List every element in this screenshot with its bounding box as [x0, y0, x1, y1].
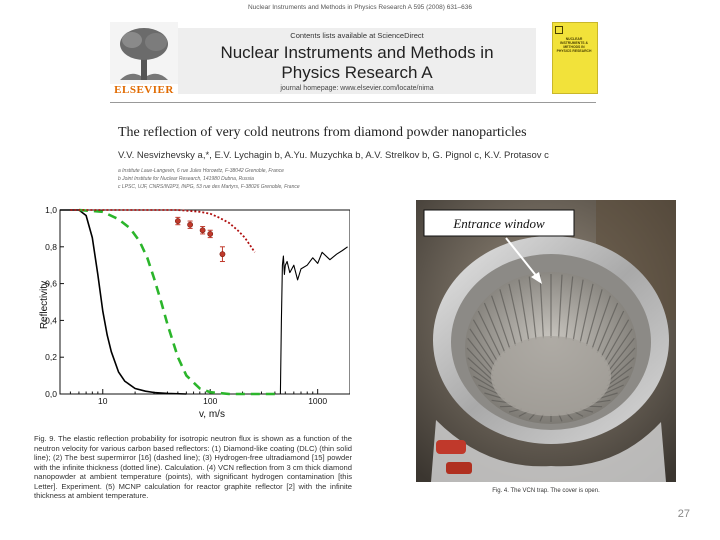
cover-title: NUCLEAR INSTRUMENTS & METHODS IN PHYSICS… — [556, 37, 592, 53]
affiliation-b: b Joint Institute for Nuclear Research, … — [118, 176, 254, 182]
series-line-2 — [78, 208, 281, 396]
y-tick-label: 0,0 — [45, 389, 57, 399]
x-tick-label: 100 — [203, 396, 217, 406]
wall-rib — [585, 289, 603, 347]
journal-title-line1: Nuclear Instruments and Methods in — [220, 43, 494, 62]
wall-rib — [600, 310, 625, 358]
y-tick-label: 0,6 — [45, 279, 57, 289]
wall-rib — [466, 347, 494, 377]
wall-rib — [604, 319, 630, 362]
wall-rib — [539, 274, 544, 339]
data-point — [199, 227, 206, 234]
paper-title: The reflection of very cold neutrons fro… — [118, 125, 527, 140]
wall-rib — [467, 337, 494, 372]
data-point — [207, 231, 214, 237]
wall-rib — [558, 274, 563, 339]
vcn-trap-photo: Entrance window — [416, 200, 676, 482]
data-point — [174, 218, 181, 224]
journal-citation-line: Nuclear Instruments and Methods in Physi… — [247, 4, 473, 11]
chart-plot-layer: 0,0 0,2 0,4 0,6 0,8 1,0 10 100 1000 — [45, 205, 350, 406]
wall-rib — [608, 337, 635, 372]
wall-rib — [477, 310, 502, 358]
plot-frame — [59, 209, 350, 395]
wall-rib — [528, 276, 537, 340]
wall-rib — [499, 289, 517, 347]
y-tick-label: 1,0 — [45, 205, 57, 215]
series-line-1 — [60, 209, 187, 395]
cover-logo-mark — [555, 26, 563, 34]
journal-title: Nuclear Instruments and Methods in Physi… — [178, 43, 536, 83]
wall-rib — [604, 375, 629, 392]
wall-rib — [608, 347, 636, 377]
wall-rib — [579, 283, 594, 344]
journal-title-line2: Physics Research A — [281, 63, 433, 82]
slide-number: 27 — [677, 508, 690, 520]
y-tick-label: 0,8 — [45, 242, 57, 252]
series-line-4 — [279, 246, 348, 395]
reflectivity-chart: Reflectivity v, m/s 0,0 0,2 0,4 0,6 0,8 1,0 10… — [39, 205, 350, 420]
wall-rib — [483, 302, 506, 354]
wall-rib — [473, 375, 498, 392]
x-tick-label: 10 — [98, 396, 108, 406]
journal-cover-thumbnail — [552, 22, 598, 94]
journal-header-box — [178, 28, 536, 94]
data-point — [219, 251, 226, 258]
x-axis-label: v, m/s — [199, 409, 225, 420]
wall-rib — [491, 295, 511, 350]
affiliation-c: c LPSC, UJF, CNRS/IN2P3, INPG, 53 rue de… — [118, 184, 300, 190]
wall-rib — [518, 279, 530, 341]
paper-authors: V.V. Nesvizhevsky a,*, E.V. Lychagin b, … — [118, 150, 549, 161]
wall-rib — [591, 295, 611, 350]
wall-rib — [608, 357, 635, 382]
y-tick-label: 0,2 — [45, 352, 57, 362]
wall-rib — [469, 366, 496, 387]
figure-caption: Fig. 9. The elastic reflection probabili… — [34, 434, 352, 500]
wall-rib — [565, 276, 574, 340]
wall-rib — [606, 328, 633, 367]
header-divider — [110, 102, 596, 103]
wall-rib — [469, 328, 496, 367]
series-line-3 — [70, 209, 256, 253]
elsevier-tree-logo — [110, 22, 178, 84]
contents-available-line: Contents lists available at ScienceDirec… — [290, 31, 424, 40]
photo-caption: Fig. 4. The VCN trap. The cover is open. — [492, 488, 600, 494]
entrance-window-label: Entrance window — [452, 216, 545, 231]
journal-homepage-line: journal homepage: www.elsevier.com/locat… — [280, 85, 434, 92]
wall-rib — [572, 279, 584, 341]
wall-rib — [472, 319, 498, 362]
data-point — [187, 221, 194, 228]
wall-rib — [508, 283, 523, 344]
wall-rib — [467, 357, 494, 382]
y-axis-label: Reflectivity — [39, 281, 50, 329]
affiliation-a: a Institute Laue-Langevin, 6 rue Jules H… — [118, 168, 284, 174]
wall-rib — [606, 366, 633, 387]
publisher-wordmark: ELSEVIER — [114, 84, 174, 96]
y-tick-label: 0,4 — [45, 315, 57, 325]
x-tick-label: 1000 — [308, 396, 327, 406]
wall-rib — [596, 302, 619, 354]
